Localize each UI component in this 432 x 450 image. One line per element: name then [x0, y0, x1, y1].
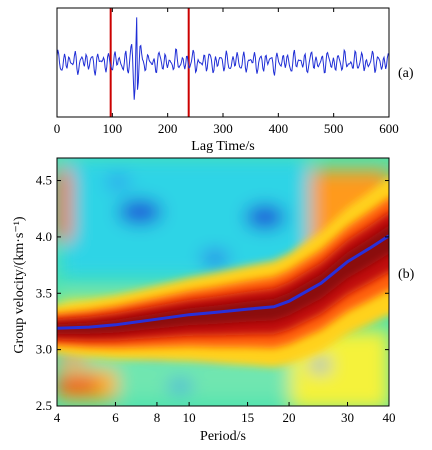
- window-markers: [109, 8, 190, 117]
- panel-b-y-tick-label: 4.0: [36, 229, 52, 244]
- panel-a-tag: (a): [398, 66, 414, 81]
- panel-b-y-tick-label: 3.0: [36, 342, 52, 357]
- panel-b-x-label: Period/s: [200, 429, 246, 444]
- panel-b-x-tick-label: 8: [154, 410, 161, 425]
- panel-a-x-tick-label: 500: [324, 121, 344, 136]
- panel-b-y-tick-label: 4.5: [36, 173, 52, 188]
- panel-b-frame: [56, 157, 390, 407]
- panel-a-x-tick-label: 600: [379, 121, 399, 136]
- panel-b-tag: (b): [398, 267, 415, 282]
- panel-b-x-tick-label: 10: [183, 410, 196, 425]
- panel-a-x-ticks: 0 100 200 300 400 500 600: [54, 8, 399, 136]
- panel-b-x-tick-label: 4: [54, 410, 61, 425]
- panel-a-x-tick-label: 100: [103, 121, 123, 136]
- panel-b-x-tick-label: 20: [283, 410, 296, 425]
- panel-b-y-ticks: 2.5 3.0 3.5 4.0 4.5: [36, 173, 389, 413]
- panel-a-x-tick-label: 300: [213, 121, 233, 136]
- panel-b-y-label: Group velocity/(km·s⁻¹): [12, 216, 27, 354]
- heatmap-image: [57, 158, 389, 406]
- panel-a-x-tick-label: 200: [158, 121, 178, 136]
- panel-b-y-tick-label: 3.5: [36, 285, 52, 300]
- dispersion-curve: [57, 234, 389, 330]
- panel-b-x-tick-label: 15: [241, 410, 254, 425]
- panel-a-waveform-plot: 0 100 200 300 400 500 600 Lag Time/s (a): [54, 7, 414, 154]
- panel-a-x-tick-label: 0: [54, 121, 61, 136]
- panel-b-y-tick-label: 2.5: [36, 398, 52, 413]
- panel-b-x-tick-label: 40: [383, 410, 396, 425]
- panel-b-x-tick-label: 30: [341, 410, 354, 425]
- panel-b-x-ticks: 4 6 8 10 15 20 30 40: [54, 402, 396, 425]
- panel-a-x-label: Lag Time/s: [191, 139, 254, 154]
- panel-b-dispersion-plot: 4 6 8 10 15 20 30 40 2.5 3.0 3.5 4.0 4.5 Period/s G…: [12, 157, 415, 444]
- waveform-line: [57, 17, 389, 100]
- panel-a-x-tick-label: 400: [269, 121, 289, 136]
- panel-b-x-tick-label: 6: [112, 410, 119, 425]
